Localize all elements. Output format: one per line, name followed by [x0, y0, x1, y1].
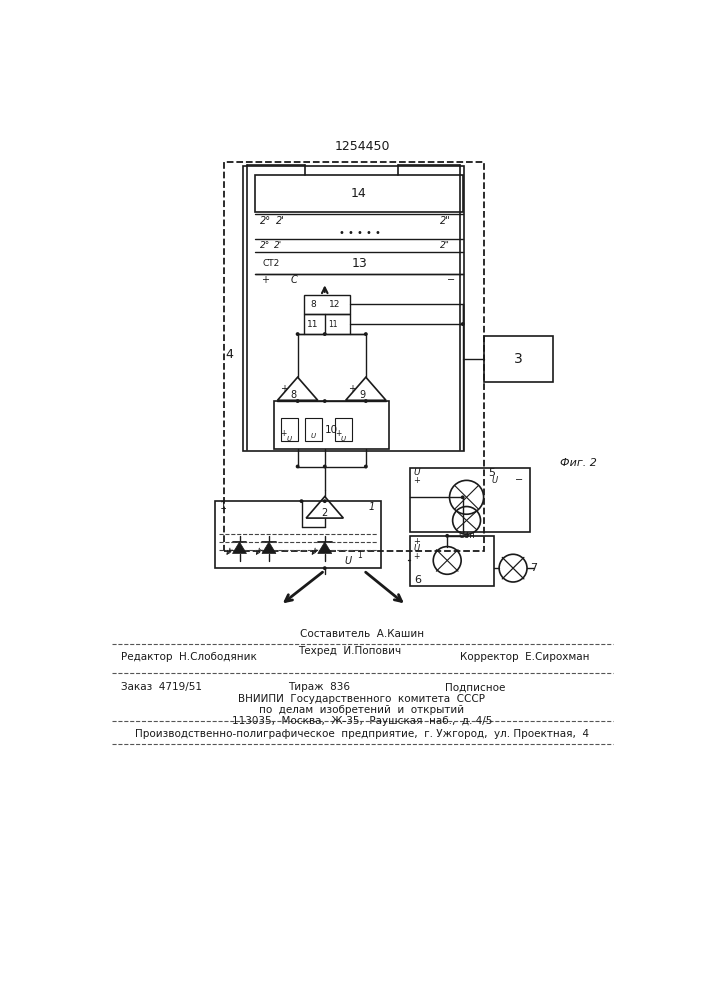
- Circle shape: [296, 332, 300, 336]
- Text: U: U: [341, 436, 346, 442]
- Bar: [305, 418, 322, 441]
- Text: Редактор  Н.Слободяник: Редактор Н.Слободяник: [121, 652, 257, 662]
- Text: +: +: [348, 384, 356, 394]
- Circle shape: [296, 399, 300, 403]
- Text: 1254450: 1254450: [334, 140, 390, 153]
- Bar: [484, 336, 554, 382]
- Circle shape: [461, 495, 464, 499]
- Text: 8: 8: [310, 300, 316, 309]
- Text: 1: 1: [368, 502, 375, 512]
- Text: Корректор  Е.Сирохман: Корректор Е.Сирохман: [460, 652, 590, 662]
- Text: +: +: [414, 476, 421, 485]
- Text: −: −: [515, 475, 523, 485]
- Circle shape: [296, 465, 300, 468]
- Text: Подписное: Подписное: [445, 682, 506, 692]
- Text: +: +: [280, 384, 288, 394]
- Bar: [410, 536, 493, 586]
- Bar: [281, 418, 298, 441]
- Text: −: −: [447, 275, 455, 285]
- Text: U: U: [344, 556, 351, 566]
- Text: 113035,  Москва,  Ж-35,  Раушская  наб.,  д. 4/5: 113035, Москва, Ж-35, Раушская наб., д. …: [232, 716, 492, 726]
- Text: 2": 2": [440, 216, 450, 226]
- Circle shape: [445, 534, 449, 538]
- Circle shape: [323, 499, 327, 503]
- Text: 14: 14: [351, 187, 367, 200]
- Text: 10: 10: [325, 425, 338, 435]
- Bar: [215, 501, 381, 568]
- Text: 2': 2': [276, 216, 285, 226]
- Text: 11: 11: [328, 320, 337, 329]
- Text: по  делам  изобретений  и  открытий: по делам изобретений и открытий: [259, 705, 464, 715]
- Text: U: U: [310, 433, 316, 439]
- Text: +: +: [281, 429, 287, 438]
- Bar: [304, 295, 351, 314]
- Text: Uон: Uон: [458, 531, 475, 540]
- Text: 7: 7: [530, 563, 537, 573]
- Text: 2°: 2°: [260, 241, 270, 250]
- Polygon shape: [317, 542, 332, 554]
- Text: ВНИИПИ  Государственного  комитета  СССР: ВНИИПИ Государственного комитета СССР: [238, 694, 486, 704]
- Text: 12: 12: [329, 300, 341, 309]
- Text: C: C: [291, 275, 297, 285]
- Text: 5: 5: [488, 468, 495, 478]
- Text: 11: 11: [308, 320, 319, 329]
- Text: 6: 6: [414, 575, 421, 585]
- Bar: [224, 162, 484, 551]
- Text: +: +: [261, 275, 269, 285]
- Text: +: +: [334, 429, 341, 438]
- Polygon shape: [233, 542, 247, 554]
- Text: 9: 9: [359, 390, 365, 400]
- Circle shape: [364, 332, 368, 336]
- Bar: [274, 401, 389, 449]
- Text: 2": 2": [440, 241, 450, 250]
- Text: Техред  И.Попович: Техред И.Попович: [298, 646, 401, 656]
- Text: • • • • •: • • • • •: [339, 228, 380, 238]
- Circle shape: [323, 399, 327, 403]
- Text: 1: 1: [357, 551, 362, 560]
- Text: 3: 3: [514, 352, 523, 366]
- Bar: [243, 166, 464, 451]
- Circle shape: [364, 465, 368, 468]
- Text: 2°: 2°: [259, 216, 271, 226]
- Text: U: U: [491, 476, 498, 485]
- Text: U: U: [414, 468, 420, 477]
- Text: +: +: [413, 537, 420, 546]
- Text: 2': 2': [274, 241, 282, 250]
- Text: Заказ  4719/51: Заказ 4719/51: [121, 682, 202, 692]
- Text: U: U: [286, 436, 292, 442]
- Text: 13: 13: [352, 257, 368, 270]
- Text: Производственно-полиграфическое  предприятие,  г. Ужгород,  ул. Проектная,  4: Производственно-полиграфическое предприя…: [135, 729, 589, 739]
- Text: 2: 2: [322, 508, 328, 518]
- Circle shape: [300, 499, 303, 503]
- Text: 1: 1: [220, 501, 227, 511]
- Polygon shape: [262, 542, 276, 554]
- Circle shape: [323, 332, 327, 336]
- Text: Тираж  836: Тираж 836: [288, 682, 351, 692]
- Bar: [335, 418, 352, 441]
- Circle shape: [364, 399, 368, 403]
- Text: CT2: CT2: [263, 259, 280, 268]
- Text: Фиг. 2: Фиг. 2: [560, 458, 597, 468]
- Text: U: U: [413, 544, 419, 553]
- Bar: [410, 468, 530, 532]
- Bar: [304, 314, 351, 334]
- Text: Составитель  А.Кашин: Составитель А.Кашин: [300, 629, 424, 639]
- Text: 4: 4: [226, 348, 233, 361]
- Circle shape: [461, 322, 464, 326]
- Text: +: +: [413, 552, 419, 561]
- Circle shape: [323, 465, 327, 468]
- Text: 8: 8: [291, 390, 297, 400]
- Bar: [255, 175, 462, 212]
- Circle shape: [323, 566, 327, 570]
